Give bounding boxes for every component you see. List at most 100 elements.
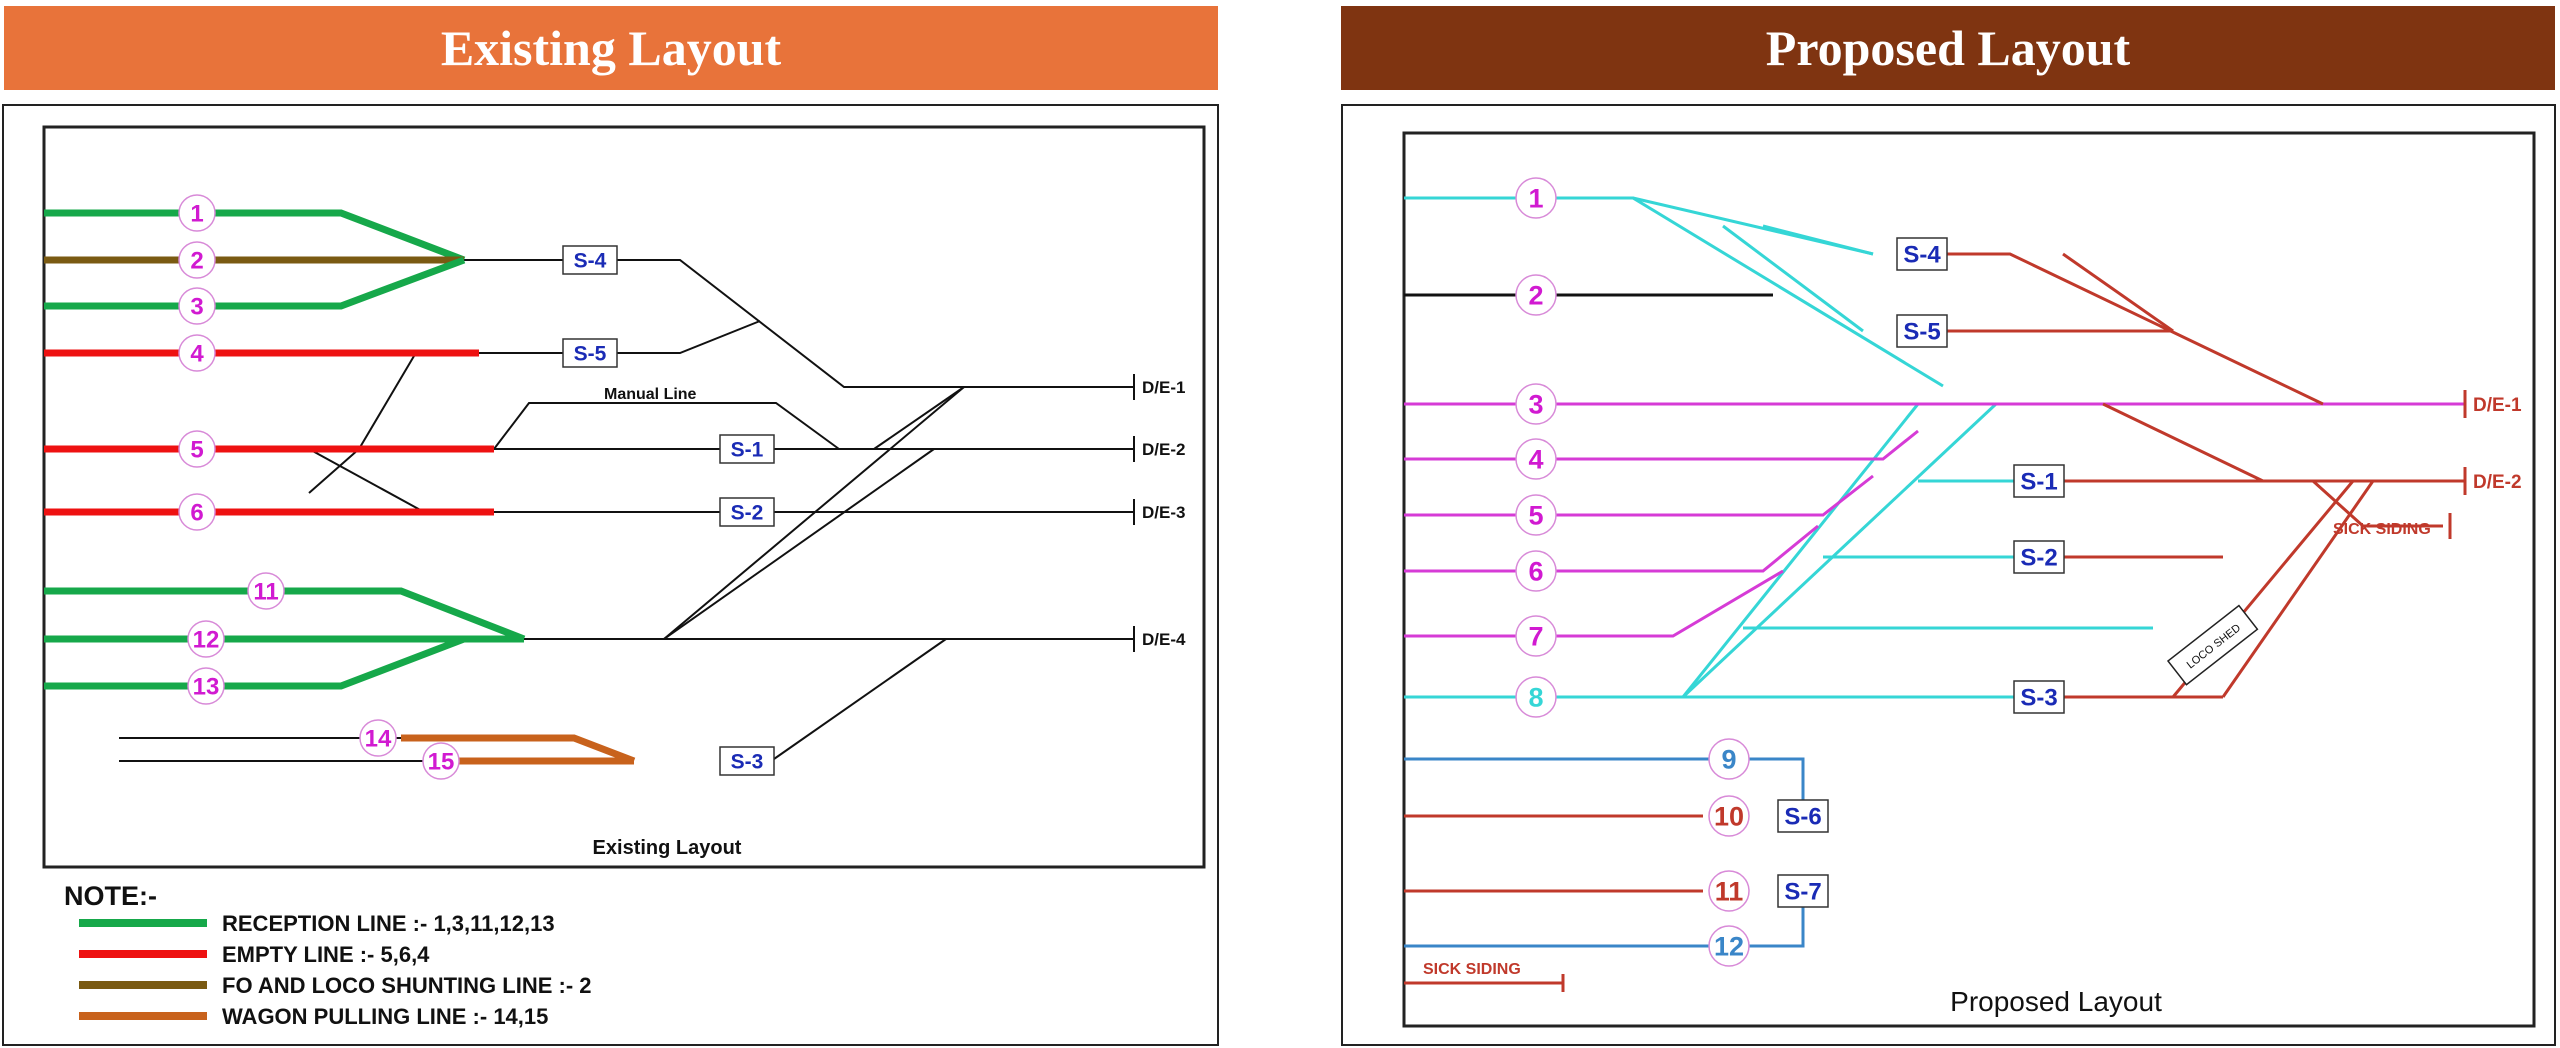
proposed-line-3: 3 (1515, 383, 1557, 425)
proposed-line-7: 7 (1515, 615, 1557, 657)
existing-signal-s-2: S-2 (719, 497, 775, 527)
proposed-signal-s-6: S-6 (1777, 799, 1829, 833)
proposed-red-tracks (1404, 252, 2467, 992)
proposed-line-10-text: 10 (1714, 802, 1744, 832)
existing-layout-panel: 1 2 3 4 5 6 11 12 13 14 15 S-4 S-5 S-1 S-2 S-3 D/E-1 D/… (2, 104, 1219, 1046)
manual-line-label: Manual Line (604, 386, 697, 403)
existing-line-12-text: 12 (193, 627, 220, 654)
proposed-signal-s-3-text: S-3 (2020, 685, 2057, 712)
existing-signal-s-4-text: S-4 (574, 250, 607, 273)
existing-signals: S-4 S-5 S-1 S-2 S-3 (562, 245, 775, 776)
existing-exit-2: D/E-2 (1142, 440, 1185, 459)
existing-signal-s-3: S-3 (719, 746, 775, 776)
proposed-line-4-text: 4 (1528, 445, 1543, 475)
proposed-signal-s-7: S-7 (1777, 874, 1829, 908)
proposed-diagram-frame (1402, 131, 2536, 1028)
proposed-layout-title: Proposed Layout (1765, 20, 2131, 76)
proposed-signal-s-6-text: S-6 (1784, 804, 1821, 831)
proposed-layout-diagram: LOCO SHED SICK SIDING SICK SIDING 123456… (1402, 131, 2536, 1028)
existing-line-4-text: 4 (190, 341, 204, 368)
existing-exit-4: D/E-4 (1142, 630, 1186, 649)
existing-line-2-text: 2 (190, 248, 203, 275)
proposed-signal-s-1-text: S-1 (2020, 469, 2057, 496)
proposed-line-2-text: 2 (1528, 281, 1543, 311)
existing-signal-s-1-text: S-1 (731, 439, 764, 462)
existing-exits: D/E-1 D/E-2 D/E-3 D/E-4 (1142, 378, 1186, 649)
existing-line-3-text: 3 (190, 294, 203, 321)
proposed-line-3-text: 3 (1528, 390, 1543, 420)
sick-siding-upper-label: SICK SIDING (2333, 521, 2431, 538)
existing-line-6-text: 6 (190, 500, 203, 527)
proposed-signal-s-4-text: S-4 (1903, 242, 1941, 269)
proposed-line-9: 9 (1708, 738, 1750, 780)
existing-line-1: 1 (178, 194, 216, 232)
loco-shed: LOCO SHED (2166, 604, 2259, 686)
existing-colored-lines (44, 209, 636, 765)
proposed-signal-s-2-text: S-2 (2020, 545, 2057, 572)
proposed-layout-banner: Proposed Layout (1341, 6, 2555, 90)
proposed-signal-s-4: S-4 (1896, 237, 1948, 271)
proposed-line-7-text: 7 (1528, 622, 1543, 652)
proposed-signal-s-1: S-1 (2013, 464, 2065, 498)
note-title: NOTE:- (64, 881, 157, 911)
existing-signal-s-3-text: S-3 (731, 751, 764, 774)
existing-line-2: 2 (178, 241, 216, 279)
existing-line-3: 3 (178, 287, 216, 325)
proposed-line-9-text: 9 (1721, 745, 1736, 775)
note-item-4: WAGON PULLING LINE :- 14,15 (79, 1004, 548, 1029)
proposed-line-5-text: 5 (1528, 501, 1543, 531)
existing-line-14: 14 (359, 719, 397, 757)
proposed-line-5: 5 (1515, 494, 1557, 536)
existing-line-14-text: 14 (365, 726, 392, 753)
proposed-signals: S-4 S-5 S-1 S-2 S-3 S-6 S-7 (1777, 237, 2065, 908)
proposed-line-8-text: 8 (1528, 683, 1543, 713)
existing-line-5: 5 (178, 430, 216, 468)
existing-signal-s-2-text: S-2 (731, 502, 764, 525)
proposed-signal-s-3: S-3 (2013, 680, 2065, 714)
existing-layout-title: Existing Layout (440, 20, 782, 76)
proposed-signal-s-5: S-5 (1896, 314, 1948, 348)
proposed-line-1-text: 1 (1528, 184, 1543, 214)
note-text-3: FO AND LOCO SHUNTING LINE :- 2 (222, 973, 592, 998)
existing-line-12: 12 (187, 620, 225, 658)
note-text-2: EMPTY LINE :- 5,6,4 (222, 942, 430, 967)
existing-line-13: 13 (187, 667, 225, 705)
proposed-line-6: 6 (1515, 550, 1557, 592)
existing-line-15-text: 15 (428, 749, 455, 776)
note-item-3: FO AND LOCO SHUNTING LINE :- 2 (79, 973, 592, 998)
existing-line-4: 4 (178, 334, 216, 372)
existing-signal-s-4: S-4 (562, 245, 618, 275)
proposed-line-1: 1 (1515, 177, 1557, 219)
proposed-line-4: 4 (1515, 438, 1557, 480)
existing-line-13-text: 13 (193, 674, 220, 701)
proposed-line-11-text: 11 (1715, 877, 1744, 907)
proposed-line-12: 12 (1708, 925, 1750, 967)
existing-line-15: 15 (422, 742, 460, 780)
existing-line-11-text: 11 (253, 579, 278, 606)
existing-signal-s-5-text: S-5 (574, 343, 607, 366)
proposed-line-11: 11 (1708, 870, 1750, 912)
existing-exit-1: D/E-1 (1142, 378, 1185, 397)
proposed-blue-tracks (1404, 757, 1805, 948)
existing-line-1-text: 1 (190, 201, 203, 228)
note-text-1: RECEPTION LINE :- 1,3,11,12,13 (222, 911, 555, 936)
existing-line-6: 6 (178, 493, 216, 531)
proposed-exit-2: D/E-2 (2473, 472, 2522, 493)
proposed-signal-s-5-text: S-5 (1903, 319, 1940, 346)
existing-line-11: 11 (247, 572, 285, 610)
proposed-line-10: 10 (1708, 795, 1750, 837)
sick-siding-lower-label: SICK SIDING (1423, 961, 1521, 978)
note-item-1: RECEPTION LINE :- 1,3,11,12,13 (79, 911, 555, 936)
existing-diagram-frame (42, 125, 1206, 869)
note-item-2: EMPTY LINE :- 5,6,4 (79, 942, 430, 967)
existing-exit-3: D/E-3 (1142, 503, 1185, 522)
proposed-layout-caption: Proposed Layout (1950, 986, 2162, 1017)
proposed-signal-s-7-text: S-7 (1784, 879, 1821, 906)
proposed-exits: D/E-1 D/E-2 (2473, 395, 2522, 493)
existing-crossover (873, 386, 965, 450)
proposed-line-12-text: 12 (1714, 932, 1744, 962)
